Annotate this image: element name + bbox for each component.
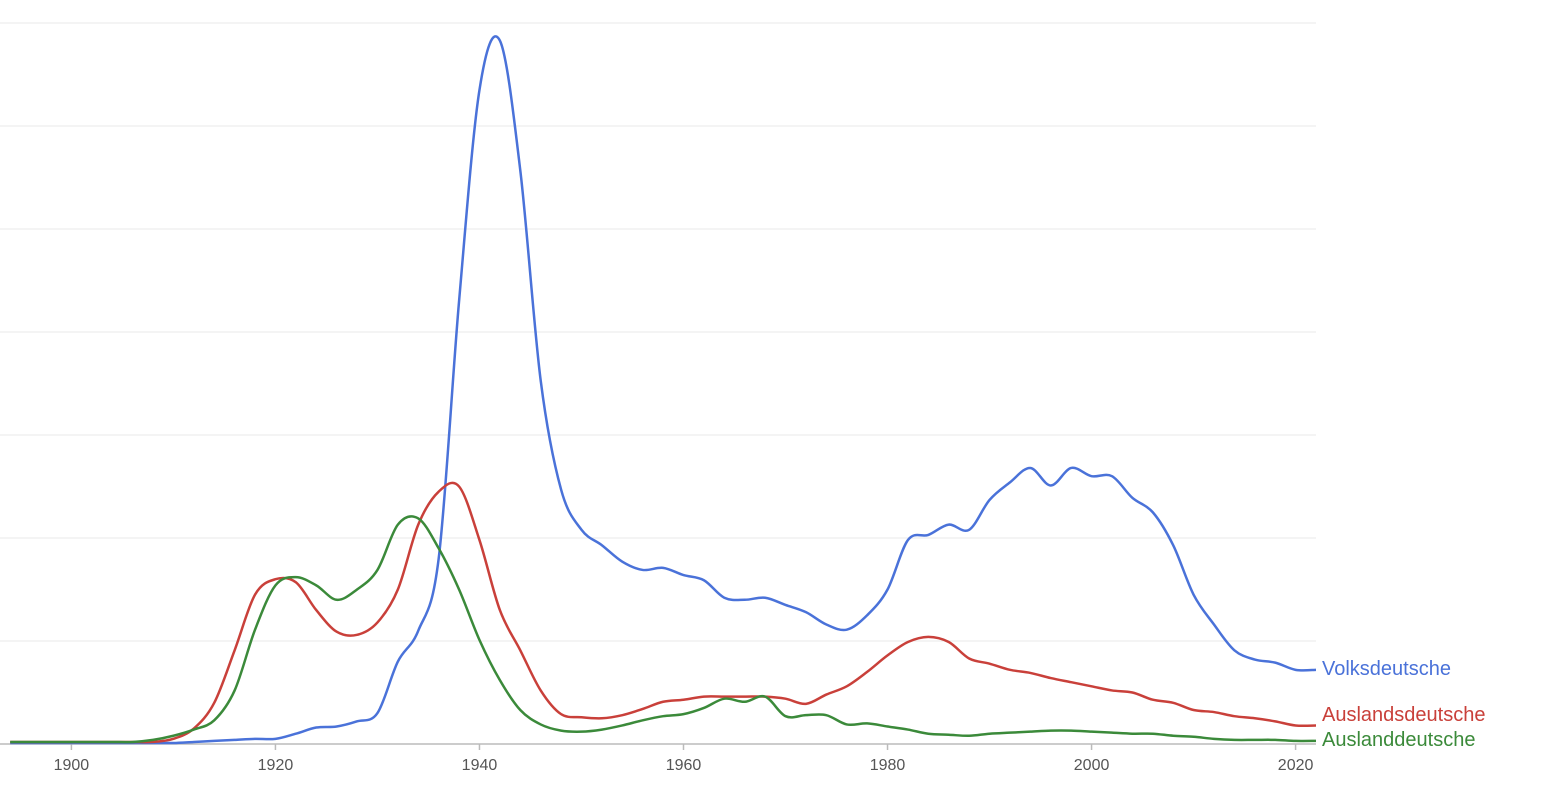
legend-label: Auslandsdeutsche (1322, 704, 1485, 726)
line (10, 515, 1317, 744)
x-tick-label: 2020 (1278, 757, 1314, 774)
x-tick-label: 1900 (54, 757, 90, 774)
legend-label: Auslanddeutsche (1322, 729, 1475, 751)
legend-label: Volksdeutsche (1322, 658, 1451, 680)
x-tick-label: 1960 (666, 757, 702, 774)
x-tick-label: 2000 (1074, 757, 1110, 774)
x-tick-label: 1980 (870, 757, 906, 774)
line (10, 35, 1317, 745)
line (10, 481, 1317, 744)
x-tick-label: 1920 (258, 757, 294, 774)
x-tick-label: 1940 (462, 757, 498, 774)
